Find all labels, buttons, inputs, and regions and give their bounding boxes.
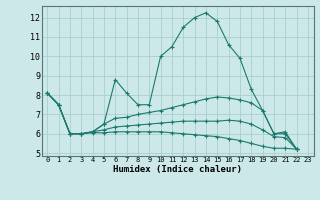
X-axis label: Humidex (Indice chaleur): Humidex (Indice chaleur) [113,165,242,174]
